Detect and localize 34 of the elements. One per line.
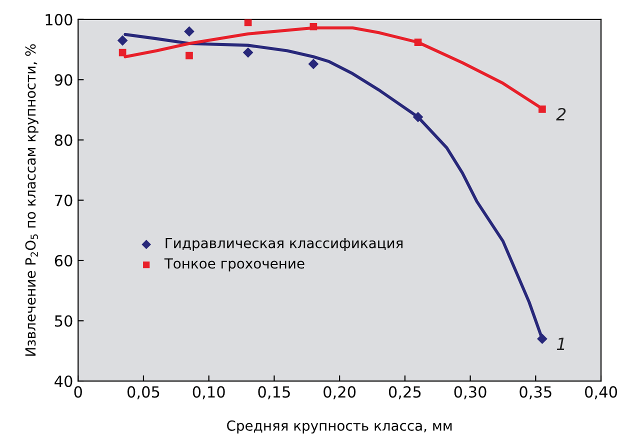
x-tick-label: 0,05 [127, 386, 160, 400]
y-tick-label: 80 [54, 134, 72, 146]
x-tick-label: 0,10 [192, 386, 225, 400]
x-tick-label: 0,40 [585, 386, 618, 400]
x-tick-label: 0,25 [388, 386, 421, 400]
point [538, 106, 546, 113]
legend-label: Тонкое грохочение [164, 258, 304, 272]
x-tick-label: 0 [74, 386, 82, 398]
annotation: 1 [556, 338, 564, 350]
y-tick-label: 100 [46, 14, 72, 26]
point [184, 26, 194, 37]
point [118, 48, 126, 56]
x-tick-label: 0,15 [258, 386, 290, 400]
point [310, 22, 318, 30]
y-tick-label: 60 [54, 254, 72, 267]
point [117, 35, 128, 46]
point [186, 52, 193, 60]
y-tick-label: 40 [54, 375, 72, 388]
point [414, 38, 422, 46]
annotation: 2 [556, 108, 566, 120]
y-axis-title: Извлечение P$_{2}$O$_{5}$ по классам крупности, % [25, 44, 38, 356]
point [242, 47, 254, 58]
y-tick-label: 50 [54, 315, 72, 327]
point [412, 112, 424, 122]
point [536, 334, 548, 344]
x-axis-title: Средняя крупность класса, мм [227, 420, 452, 434]
point [308, 58, 319, 70]
x-tick-label: 0,35 [520, 386, 552, 400]
y-tick-label: 90 [54, 74, 72, 86]
point [244, 19, 252, 26]
legend-label: Гидравлическая классификация [166, 238, 402, 251]
y-tick-label: 70 [55, 194, 72, 206]
x-tick-label: 0,20 [324, 386, 356, 400]
x-tick-label: 0,30 [454, 386, 486, 400]
